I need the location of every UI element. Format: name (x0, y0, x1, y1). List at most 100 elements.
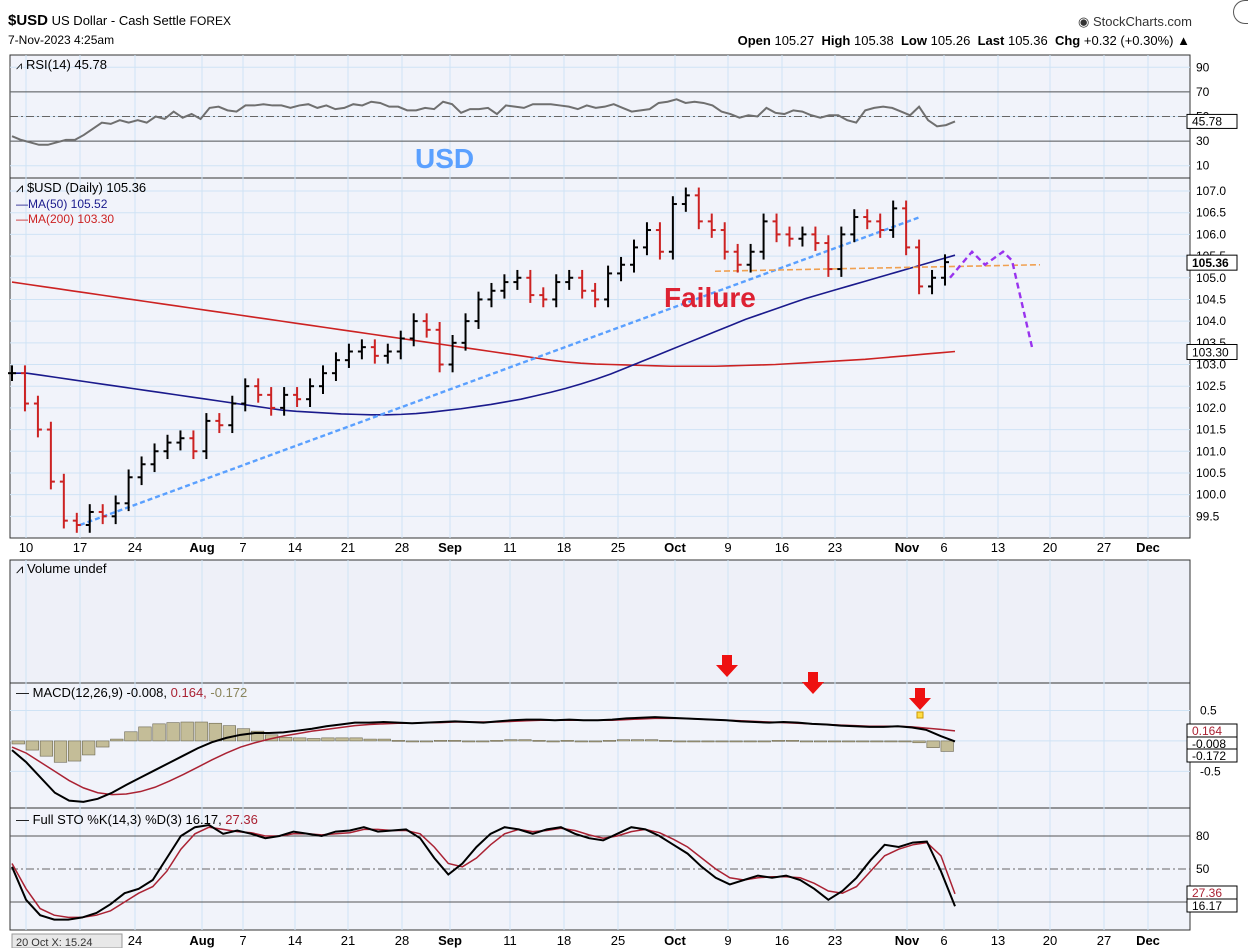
macd-histogram-bar (293, 737, 307, 742)
sto-x-tick-label: 6 (940, 933, 947, 948)
macd-histogram-bar (785, 740, 799, 742)
ohlc-bar (370, 339, 379, 364)
macd-label: — MACD(12,26,9) -0.008, 0.164, -0.172 (16, 685, 247, 700)
macd-last-tag-text: 0.164 (1192, 724, 1222, 738)
ohlc-bar (344, 343, 353, 368)
usd-annotation: USD (415, 143, 474, 174)
price-last-tag-text: 103.30 (1192, 345, 1229, 359)
sto-x-tick-label: 7 (239, 933, 246, 948)
ohlc-bar (850, 209, 859, 243)
brand-name: StockCharts.com (1093, 14, 1192, 29)
chg-label: Chg (1054, 33, 1081, 48)
panel-vol (9, 559, 1191, 684)
macd-histogram-bar (799, 740, 814, 743)
sto-label: — Full STO %K(14,3) %D(3) 16.17, 27.36 (16, 812, 258, 827)
ohlc-bar (513, 269, 522, 290)
price-x-tick-label: 17 (73, 540, 87, 555)
macd-histogram-bar (490, 740, 504, 742)
macd-histogram-bar (419, 740, 434, 743)
ma200-legend: —MA(200) 103.30 (16, 212, 114, 226)
macd-histogram-bar (687, 740, 701, 743)
rsi-tick-label: 30 (1196, 134, 1210, 148)
symbol-name: US Dollar - Cash Settle (51, 13, 187, 28)
ohlc-bar (137, 456, 146, 486)
macd-histogram-bar (67, 740, 82, 762)
ohlc-bar (941, 254, 949, 286)
macd-histogram-bar (574, 740, 588, 743)
macd-histogram-bar (504, 739, 518, 742)
price-x-tick-label: 20 (1043, 540, 1057, 555)
chart-header: $USD US Dollar - Cash Settle FOREX (8, 12, 231, 29)
macd-histogram-bar (25, 740, 39, 751)
crosshair-readout-box (11, 933, 123, 948)
ohlc-bar (578, 269, 587, 299)
ohlc-bar (331, 352, 340, 381)
ohlc-bar (189, 430, 198, 460)
macd-histogram-bar (715, 740, 729, 743)
macd-tick-label: 0.5 (1200, 703, 1217, 717)
sto-last-tag-text: 16.17 (1192, 899, 1222, 913)
macd-histogram-bar (940, 740, 954, 752)
price-tick-label: 100.5 (1196, 466, 1226, 480)
macd-histogram-bar (110, 738, 124, 742)
low-label: Low (900, 33, 927, 48)
sto-x-tick-label: Dec (1136, 933, 1160, 948)
ohlc-bar (293, 387, 302, 408)
ohlc-bar (422, 313, 431, 338)
arrow-shaft (808, 672, 818, 682)
macd-line (11, 716, 956, 803)
price-x-tick-label: 21 (341, 540, 355, 555)
sto-x-tick-label: 21 (341, 933, 355, 948)
price-x-tick-label: Sep (438, 540, 462, 555)
price-tick-label: 103.0 (1196, 358, 1226, 372)
ohlc-bar (733, 243, 742, 273)
ohlc-bar (46, 421, 55, 490)
high-value: 105.38 (853, 33, 894, 48)
ohlc-bar (837, 226, 846, 277)
macd-histogram-bar (588, 740, 602, 743)
ohlc-bar (396, 330, 405, 360)
sto-x-tick-label: 18 (557, 933, 571, 948)
ohlc-bar (694, 187, 703, 230)
ohlc-bar (435, 322, 444, 373)
ohlc-bar (8, 365, 16, 381)
panel-bg-price (10, 178, 1190, 538)
sto-d-line (11, 826, 956, 919)
ohlc-bar (617, 256, 626, 282)
brand[interactable]: ◉ StockCharts.com (1078, 14, 1192, 29)
macd-last-tag (1186, 748, 1238, 763)
arrow-head (716, 665, 738, 677)
macd-histogram-bar (884, 740, 898, 743)
ohlc-bar (707, 213, 716, 238)
arrow-head (802, 682, 824, 694)
price-x-tick-label: Dec (1136, 540, 1160, 555)
sto-x-tick-label: Oct (664, 933, 686, 948)
price-x-tick-label: 16 (775, 540, 789, 555)
ohlc-bar (772, 213, 781, 243)
macd-histogram-bar (405, 740, 419, 743)
price-x-tick-label: 13 (991, 540, 1005, 555)
macd-histogram-bar (616, 739, 631, 742)
macd-histogram-bar (771, 740, 785, 742)
price-tick-label: 104.5 (1196, 292, 1226, 306)
sto-x-tick-label: Nov (895, 933, 920, 948)
sto-x-tick-label: 11 (503, 933, 517, 948)
sto-x-tick-label: 14 (288, 933, 302, 948)
macd-histogram-bar (152, 723, 166, 742)
volume-label: ⩘ Volume undef (16, 561, 107, 576)
sto-x-tick-label: 16 (775, 933, 789, 948)
rsi-last-tag (1186, 113, 1238, 129)
ohlc-bar (306, 378, 315, 408)
ohlc-bar (319, 365, 327, 394)
sto-x-tick-label: 27 (1097, 933, 1111, 948)
ohlc-bar (539, 287, 548, 308)
ohlc-bar (163, 434, 172, 460)
rsi-chart-icon: ⩘ (16, 60, 22, 72)
ohlc-bar (124, 469, 133, 512)
price-tick-label: 99.5 (1196, 509, 1220, 523)
macd-histogram-bar (250, 730, 265, 742)
macd-histogram-bar (673, 740, 687, 743)
symbol: $USD (8, 12, 49, 29)
ohlc-bar (267, 387, 276, 416)
